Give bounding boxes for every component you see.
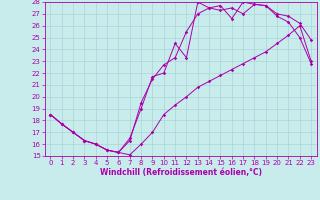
X-axis label: Windchill (Refroidissement éolien,°C): Windchill (Refroidissement éolien,°C) [100, 168, 262, 177]
